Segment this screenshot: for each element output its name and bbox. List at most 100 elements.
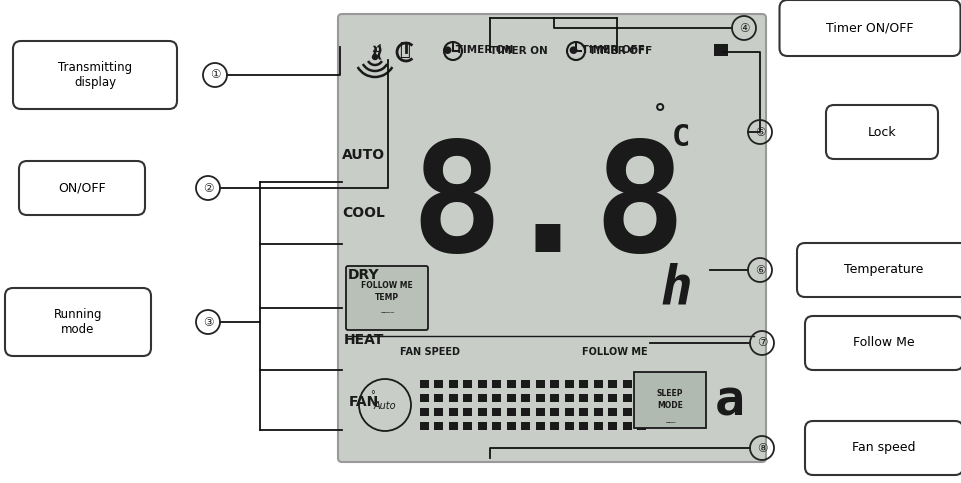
Bar bbox=[564, 394, 574, 402]
Bar bbox=[564, 408, 574, 416]
Bar bbox=[579, 394, 588, 402]
Text: °: ° bbox=[653, 103, 666, 127]
Text: ⑦: ⑦ bbox=[756, 337, 767, 350]
Text: ___: ___ bbox=[664, 417, 675, 423]
Bar bbox=[637, 408, 646, 416]
Bar bbox=[521, 394, 530, 402]
Text: ⑥: ⑥ bbox=[754, 264, 764, 276]
Bar bbox=[506, 408, 515, 416]
Bar bbox=[608, 422, 617, 430]
Bar bbox=[637, 422, 646, 430]
Bar bbox=[478, 422, 486, 430]
Text: a: a bbox=[714, 378, 744, 426]
Text: ≈: ≈ bbox=[365, 41, 385, 59]
Text: ____: ____ bbox=[380, 307, 394, 313]
Text: °: ° bbox=[370, 390, 375, 400]
Text: FAN: FAN bbox=[349, 395, 379, 409]
Bar bbox=[623, 408, 631, 416]
Bar bbox=[593, 408, 603, 416]
Bar bbox=[550, 408, 559, 416]
Bar bbox=[550, 394, 559, 402]
Text: ● TIMER OFF: ● TIMER OFF bbox=[569, 45, 644, 55]
FancyBboxPatch shape bbox=[796, 243, 961, 297]
Bar bbox=[535, 422, 545, 430]
Bar bbox=[564, 380, 574, 388]
Bar bbox=[506, 394, 515, 402]
Text: TIMER ON: TIMER ON bbox=[489, 46, 547, 56]
Bar bbox=[608, 394, 617, 402]
Bar bbox=[492, 422, 501, 430]
Bar bbox=[420, 408, 429, 416]
Bar bbox=[506, 422, 515, 430]
Bar bbox=[478, 408, 486, 416]
Text: Auto: Auto bbox=[373, 401, 396, 411]
Text: COOL: COOL bbox=[342, 206, 385, 220]
Text: ②: ② bbox=[203, 182, 213, 195]
Text: Lock: Lock bbox=[867, 126, 896, 139]
Bar bbox=[550, 422, 559, 430]
FancyBboxPatch shape bbox=[633, 372, 705, 428]
Text: TEMP: TEMP bbox=[375, 294, 399, 302]
FancyBboxPatch shape bbox=[778, 0, 959, 56]
Bar bbox=[492, 408, 501, 416]
Text: ③: ③ bbox=[203, 315, 213, 328]
Bar bbox=[593, 394, 603, 402]
Bar bbox=[492, 394, 501, 402]
Text: ⑤: ⑤ bbox=[754, 126, 764, 139]
Bar bbox=[623, 380, 631, 388]
Bar bbox=[449, 422, 457, 430]
Bar bbox=[579, 380, 588, 388]
Text: DRY: DRY bbox=[348, 268, 380, 282]
Text: Fan speed: Fan speed bbox=[851, 441, 915, 455]
Bar bbox=[478, 380, 486, 388]
Text: ①: ① bbox=[209, 69, 220, 82]
Bar bbox=[637, 394, 646, 402]
Bar bbox=[420, 394, 429, 402]
Text: SLEEP: SLEEP bbox=[656, 388, 682, 398]
Bar bbox=[434, 394, 443, 402]
Bar bbox=[521, 422, 530, 430]
Bar bbox=[535, 394, 545, 402]
Bar bbox=[637, 380, 646, 388]
Bar bbox=[579, 408, 588, 416]
Bar bbox=[623, 422, 631, 430]
Text: Running
mode: Running mode bbox=[54, 308, 102, 336]
Bar bbox=[521, 408, 530, 416]
Bar bbox=[535, 408, 545, 416]
Bar bbox=[449, 394, 457, 402]
Text: ⑧: ⑧ bbox=[756, 441, 767, 455]
Bar bbox=[463, 380, 472, 388]
Bar bbox=[713, 44, 727, 56]
Text: FOLLOW ME: FOLLOW ME bbox=[360, 281, 412, 289]
Text: ON/OFF: ON/OFF bbox=[58, 182, 106, 195]
Bar bbox=[434, 408, 443, 416]
Text: AUTO: AUTO bbox=[342, 148, 385, 162]
Bar bbox=[449, 380, 457, 388]
Bar bbox=[535, 380, 545, 388]
Bar bbox=[593, 380, 603, 388]
Circle shape bbox=[372, 55, 377, 59]
Text: MODE: MODE bbox=[656, 401, 682, 411]
Bar bbox=[463, 408, 472, 416]
Bar bbox=[434, 380, 443, 388]
Text: h: h bbox=[659, 262, 691, 314]
Text: ⊿: ⊿ bbox=[370, 41, 382, 55]
FancyBboxPatch shape bbox=[19, 161, 145, 215]
Bar bbox=[434, 422, 443, 430]
Bar bbox=[623, 394, 631, 402]
Bar bbox=[492, 380, 501, 388]
Bar bbox=[521, 380, 530, 388]
Bar bbox=[449, 408, 457, 416]
Bar bbox=[579, 422, 588, 430]
Bar bbox=[564, 422, 574, 430]
Bar bbox=[463, 422, 472, 430]
Text: HEAT: HEAT bbox=[343, 333, 383, 347]
Text: C: C bbox=[672, 124, 690, 153]
Text: Transmitting
display: Transmitting display bbox=[58, 61, 132, 89]
Bar bbox=[463, 394, 472, 402]
Text: Follow Me: Follow Me bbox=[852, 337, 914, 350]
FancyBboxPatch shape bbox=[825, 105, 937, 159]
FancyBboxPatch shape bbox=[346, 266, 428, 330]
Text: ⬛: ⬛ bbox=[713, 43, 721, 57]
Bar bbox=[478, 394, 486, 402]
